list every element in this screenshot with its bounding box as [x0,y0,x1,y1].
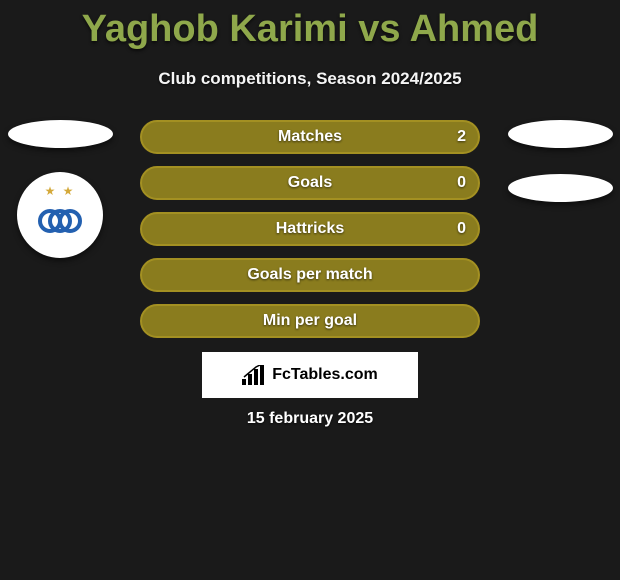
left-player-column: ★ ★ [0,120,120,258]
badge-rings-icon [36,206,84,236]
stat-row-goals: Goals 0 [140,166,480,200]
right-player-column [500,120,620,226]
stat-label: Goals [288,174,332,192]
badge-stars-icon: ★ ★ [45,184,76,198]
right-player-club-placeholder [508,174,613,202]
stat-row-matches: Matches 2 [140,120,480,154]
branding-box[interactable]: FcTables.com [202,352,418,398]
stats-container: Matches 2 Goals 0 Hattricks 0 Goals per … [140,120,480,350]
stat-right-value: 0 [457,214,466,244]
left-player-club-badge: ★ ★ [17,172,103,258]
stat-right-value: 2 [457,122,466,152]
stat-label: Goals per match [247,266,372,284]
stat-label: Min per goal [263,312,357,330]
left-player-avatar-placeholder [8,120,113,148]
stat-right-value: 0 [457,168,466,198]
right-player-avatar-placeholder [508,120,613,148]
bar-chart-icon [242,365,266,385]
stat-row-hattricks: Hattricks 0 [140,212,480,246]
footer-date: 15 february 2025 [247,410,373,428]
stat-row-min-per-goal: Min per goal [140,304,480,338]
page-subtitle: Club competitions, Season 2024/2025 [0,69,620,89]
branding-label: FcTables.com [272,366,378,384]
stat-label: Matches [278,128,342,146]
page-title: Yaghob Karimi vs Ahmed [0,0,620,51]
stat-label: Hattricks [276,220,344,238]
stat-row-goals-per-match: Goals per match [140,258,480,292]
